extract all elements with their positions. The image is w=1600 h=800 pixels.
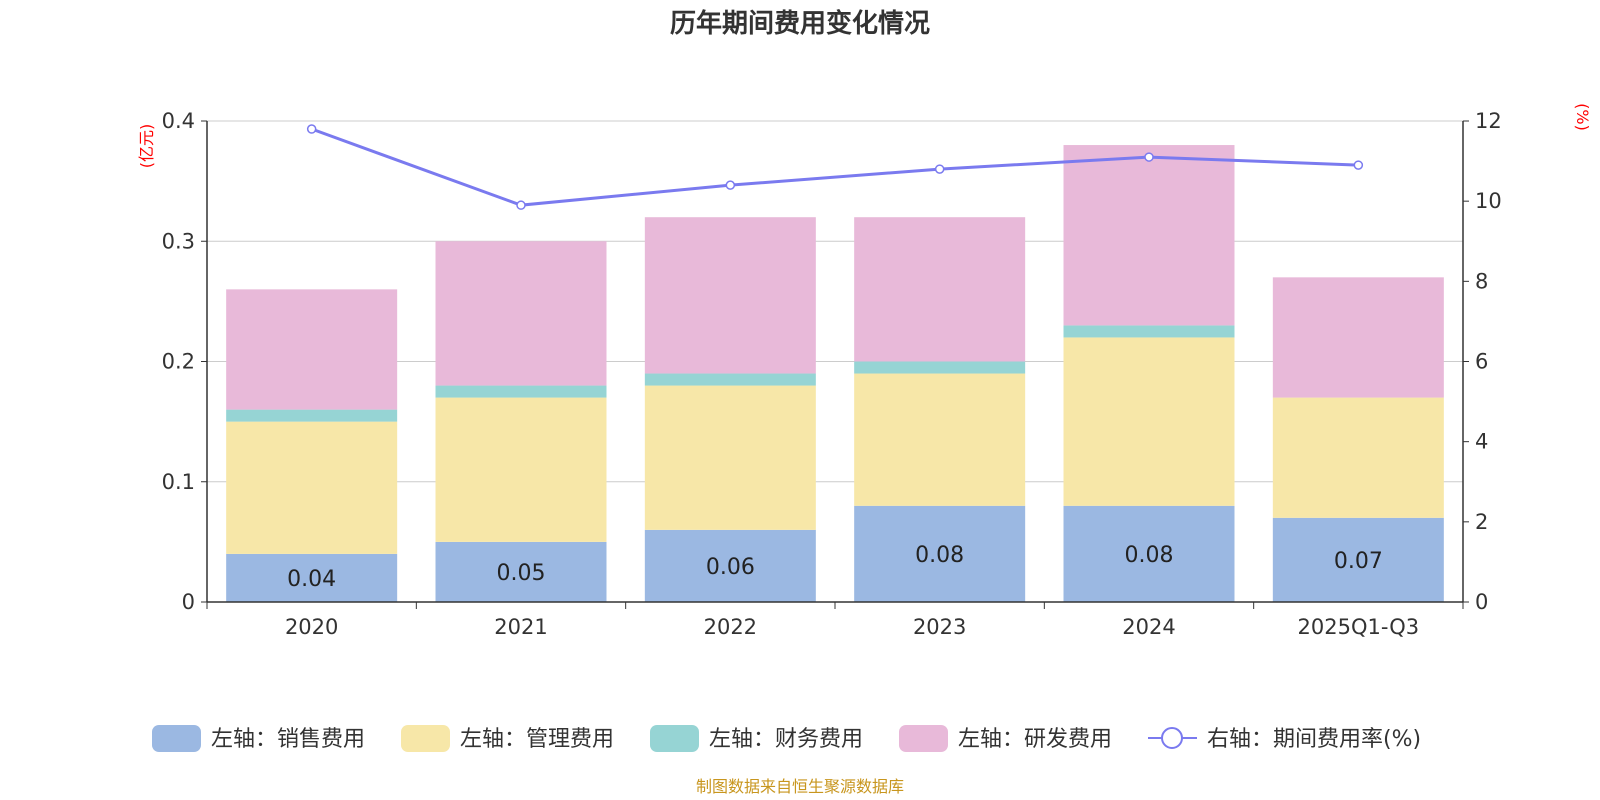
legend-swatch-2 (401, 725, 450, 752)
legend-swatch-3 (650, 725, 699, 752)
bar-3-1 (226, 409, 398, 422)
data-label: 0.05 (497, 561, 546, 586)
rate-line-series (306, 124, 1364, 210)
bar-4-5 (1063, 145, 1235, 326)
bar-1-4 (854, 505, 1026, 602)
legend-swatch-1 (152, 725, 201, 752)
rate-point (934, 164, 945, 174)
left-tick-label: 0.3 (162, 229, 195, 253)
bar-2-3 (644, 385, 816, 530)
bar-2-1 (226, 421, 398, 554)
right-axis-unit: (%) (1573, 103, 1592, 131)
legend-label: 右轴：期间费用率(%) (1207, 727, 1421, 752)
legend-line-marker (1161, 727, 1183, 749)
bar-4-4 (854, 217, 1026, 362)
x-tick-label: 2022 (704, 615, 757, 639)
left-tick-label: 0.2 (162, 350, 195, 374)
left-tick-label: 0 (182, 590, 195, 614)
rate-point (1144, 152, 1154, 162)
axes: 0 0.1 0.2 0.3 0.4 0 2 4 6 8 10 12 2020 2021 2022 2023 20… (162, 109, 1502, 639)
rate-point (725, 180, 736, 190)
right-tick-label: 10 (1475, 189, 1502, 213)
rate-line (311, 127, 1359, 207)
right-tick-label: 0 (1475, 590, 1488, 614)
legend-label: 左轴：销售费用 (211, 727, 365, 752)
legend: 左轴：销售费用 左轴：管理费用 左轴：财务费用 左轴：研发费用 右轴：期间费用率(%) (152, 725, 1421, 752)
source-note: 制图数据来自恒生聚源数据库 (696, 777, 904, 796)
data-label: 0.08 (1125, 543, 1174, 568)
rate-point (516, 200, 526, 210)
right-tick-label: 6 (1475, 350, 1488, 374)
rate-point (306, 124, 317, 134)
x-tick-label: 2024 (1122, 615, 1175, 639)
right-tick-label: 8 (1475, 269, 1488, 293)
bar-3-4 (854, 361, 1026, 374)
bar-1-2 (435, 541, 607, 602)
left-axis-unit: (亿元) (137, 124, 156, 169)
bar-2-4 (854, 373, 1026, 506)
bar-4-3 (644, 217, 816, 374)
bar-4-1 (226, 289, 398, 410)
bar-2-6 (1272, 397, 1444, 518)
x-tick-label: 2025Q1-Q3 (1298, 615, 1420, 639)
bar-1-3 (644, 529, 816, 602)
right-tick-label: 2 (1475, 510, 1488, 534)
bar-1-6 (1272, 517, 1444, 602)
rate-point (1353, 160, 1364, 170)
legend-label: 左轴：管理费用 (460, 727, 614, 752)
legend-swatch-4 (899, 725, 948, 752)
bar-4-6 (1272, 277, 1444, 398)
bar-2-5 (1063, 337, 1235, 506)
bar-3-2 (435, 385, 607, 398)
bar-1-1 (226, 553, 398, 602)
left-tick-label: 0.1 (162, 470, 195, 494)
bar-3-3 (644, 373, 816, 386)
grid-lines (207, 120, 1463, 483)
data-label: 0.04 (287, 567, 336, 592)
legend-label: 左轴：财务费用 (709, 727, 863, 752)
data-label: 0.06 (706, 555, 755, 580)
bar-2-2 (435, 397, 607, 542)
x-tick-label: 2023 (913, 615, 966, 639)
right-tick-label: 12 (1475, 109, 1502, 133)
left-tick-label: 0.4 (162, 109, 195, 133)
chart-title: 历年期间费用变化情况 (670, 8, 930, 39)
right-tick-label: 4 (1475, 430, 1488, 454)
bar-series (226, 145, 1444, 602)
data-label: 0.07 (1334, 549, 1383, 574)
bar-4-2 (435, 241, 607, 386)
data-labels: 0.04 0.05 0.06 0.08 0.08 0.07 (287, 543, 1383, 592)
legend-label: 左轴：研发费用 (958, 727, 1112, 752)
x-tick-label: 2021 (494, 615, 547, 639)
bar-1-5 (1063, 505, 1235, 602)
bar-3-5 (1063, 325, 1235, 338)
data-label: 0.08 (915, 543, 964, 568)
x-tick-label: 2020 (285, 615, 338, 639)
